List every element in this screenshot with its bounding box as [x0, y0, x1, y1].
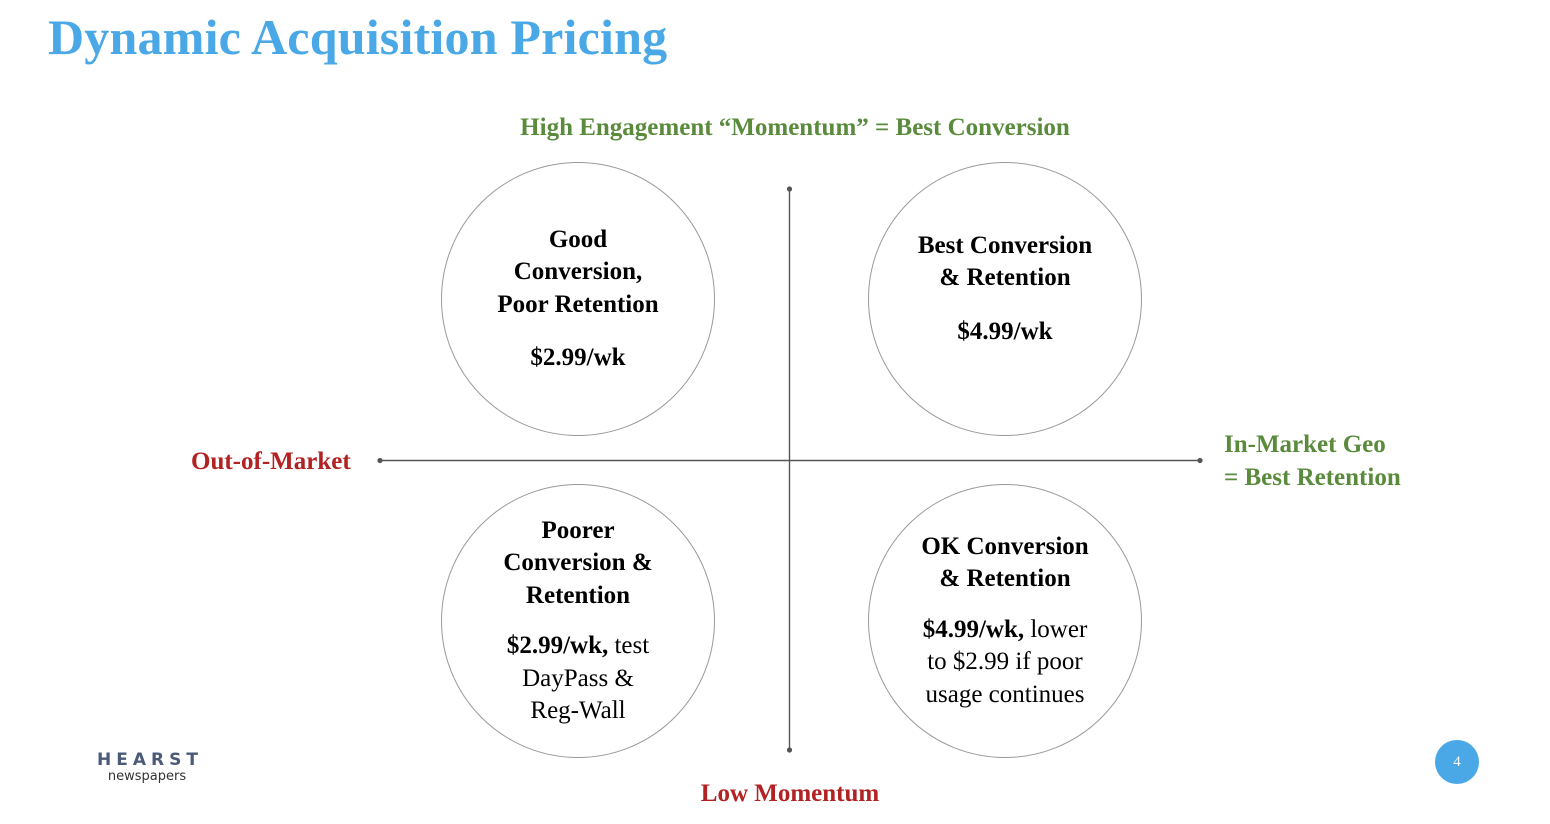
quadrant-price: $2.99/wk, test DayPass & Reg-Wall: [507, 630, 649, 728]
quadrant-price: $4.99/wk, lower to $2.99 if poor usage c…: [923, 614, 1088, 712]
price-note: usage continues: [925, 680, 1085, 708]
logo-subtitle: newspapers: [107, 769, 187, 784]
quadrant-top-left: Good Conversion, Poor Retention $2.99/wk: [441, 162, 715, 436]
heading-line: Conversion &: [503, 549, 653, 576]
price-value: $4.99/wk: [957, 317, 1053, 345]
heading-line: OK Conversion: [921, 532, 1089, 560]
horizontal-axis-right-dot: [1197, 457, 1203, 464]
quadrant-heading: Poorer Conversion & Retention: [503, 515, 652, 613]
price-value: $2.99/wk: [530, 344, 626, 371]
logo-wordmark: HEARST: [97, 750, 203, 770]
vertical-axis-top-dot: [786, 186, 793, 192]
axis-label-left: Out-of-Market: [191, 448, 351, 475]
quadrant-heading: Good Conversion, Poor Retention: [497, 224, 658, 322]
slide-title: Dynamic Acquisition Pricing: [48, 9, 668, 65]
heading-line: Poor Retention: [497, 290, 659, 318]
quadrant-price: $2.99/wk: [530, 342, 625, 375]
axis-label-top: High Engagement “Momentum” = Best Conver…: [520, 114, 1070, 141]
heading-line: Good: [548, 225, 608, 253]
horizontal-axis-left-dot: [377, 457, 383, 464]
price-note: lower: [1024, 615, 1088, 643]
heading-line: Best Conversion: [917, 231, 1093, 259]
quadrant-bottom-right: OK Conversion & Retention $4.99/wk, lowe…: [868, 484, 1142, 758]
price-line: $4.99/wk, lower: [923, 614, 1088, 647]
axis-label-right-line-2: = Best Retention: [1224, 464, 1401, 491]
heading-line: Retention: [525, 581, 631, 609]
axis-label-right: In-Market Geo = Best Retention: [1224, 428, 1401, 494]
price-note: DayPass &: [522, 664, 634, 692]
price-value: $4.99/wk,: [922, 615, 1025, 643]
price-note: to $2.99 if poor: [927, 648, 1083, 676]
page-number-badge: 4: [1435, 740, 1479, 784]
hearst-logo: HEARST newspapers: [88, 750, 212, 784]
quadrant-bottom-left: Poorer Conversion & Retention $2.99/wk, …: [441, 484, 715, 758]
price-note: Reg-Wall: [530, 697, 626, 724]
heading-line: & Retention: [939, 264, 1071, 292]
quadrant-top-right: Best Conversion & Retention $4.99/wk: [868, 162, 1142, 436]
heading-line: & Retention: [939, 565, 1071, 593]
axis-label-bottom: Low Momentum: [700, 780, 880, 807]
quadrant-price: $4.99/wk: [957, 316, 1052, 349]
price-value: $2.99/wk,: [506, 632, 609, 659]
heading-line: Conversion,: [513, 258, 643, 285]
vertical-axis-bottom-dot: [786, 747, 793, 753]
price-line: $2.99/wk, test: [507, 630, 649, 663]
axis-label-right-line-1: In-Market Geo: [1224, 431, 1386, 458]
quadrant-heading: Best Conversion & Retention: [918, 230, 1092, 295]
heading-line: Poorer: [541, 516, 615, 544]
price-note: test: [608, 632, 650, 659]
quadrant-heading: OK Conversion & Retention: [921, 531, 1088, 596]
